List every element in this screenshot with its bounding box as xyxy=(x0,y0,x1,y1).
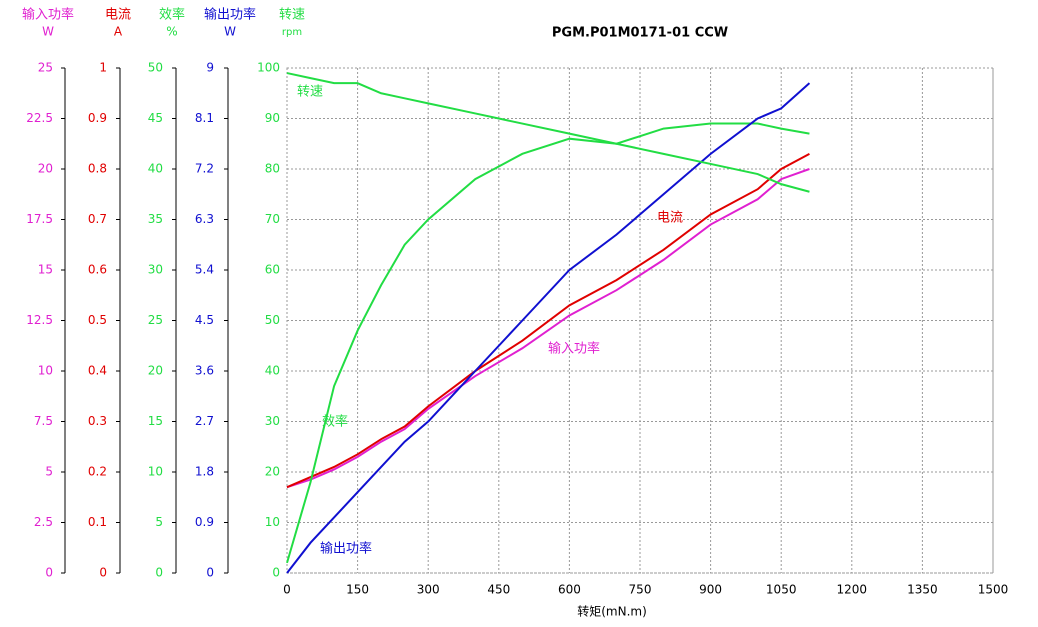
y-tick-label: 80 xyxy=(265,162,280,176)
x-tick-label: 1050 xyxy=(766,583,797,597)
x-tick-label: 150 xyxy=(346,583,369,597)
series-line xyxy=(286,122,810,564)
y-tick-label: 0.6 xyxy=(88,263,107,277)
axis-unit: A xyxy=(114,25,123,39)
y-tick-label: 50 xyxy=(148,61,163,75)
y-tick-label: 0.8 xyxy=(88,162,107,176)
y-tick-label: 2.7 xyxy=(195,414,214,428)
y-tick-label: 90 xyxy=(265,111,280,125)
x-tick-label: 600 xyxy=(558,583,581,597)
y-tick-label: 0.5 xyxy=(88,313,107,327)
y-tick-label: 9 xyxy=(206,61,214,75)
chart-title: PGM.P01M0171-01 CCW xyxy=(552,26,728,41)
y-tick-label: 5.4 xyxy=(195,263,214,277)
y-tick-label: 20 xyxy=(38,162,53,176)
x-tick-label: 0 xyxy=(283,583,291,597)
y-tick-label: 15 xyxy=(148,414,163,428)
y-tick-label: 0 xyxy=(45,566,53,580)
y-tick-label: 10 xyxy=(148,465,163,479)
y-tick-label: 6.3 xyxy=(195,212,214,226)
y-tick-label: 10 xyxy=(265,515,280,529)
y-tick-label: 7.5 xyxy=(34,414,53,428)
axis-unit: W xyxy=(42,25,54,39)
x-tick-label: 900 xyxy=(699,583,722,597)
axis-unit: % xyxy=(166,25,177,39)
series-label: 电流 xyxy=(657,211,683,226)
y-tick-label: 0 xyxy=(206,566,214,580)
x-tick-label: 1200 xyxy=(837,583,868,597)
y-tick-label: 30 xyxy=(148,263,163,277)
series-label: 输出功率 xyxy=(320,541,372,557)
y-tick-label: 8.1 xyxy=(195,111,214,125)
series-label: 转速 xyxy=(297,85,323,100)
y-tick-label: 40 xyxy=(148,162,163,176)
y-tick-label: 0 xyxy=(272,566,280,580)
y-tick-label: 22.5 xyxy=(26,111,53,125)
series-label: 效率 xyxy=(322,414,348,430)
y-tick-label: 25 xyxy=(38,61,53,75)
y-tick-label: 0.1 xyxy=(88,515,107,529)
y-tick-label: 100 xyxy=(257,61,280,75)
y-tick-label: 5 xyxy=(45,465,53,479)
y-tick-label: 5 xyxy=(155,515,163,529)
series-line xyxy=(286,152,810,489)
y-tick-label: 0.2 xyxy=(88,465,107,479)
x-tick-label: 750 xyxy=(629,583,652,597)
y-tick-label: 2.5 xyxy=(34,515,53,529)
y-tick-label: 60 xyxy=(265,263,280,277)
series-label: 输入功率 xyxy=(548,341,600,357)
y-tick-label: 1.8 xyxy=(195,465,214,479)
y-tick-label: 45 xyxy=(148,111,163,125)
series-line xyxy=(286,168,810,489)
y-tick-label: 20 xyxy=(265,465,280,479)
axis-name: 效率 xyxy=(159,7,185,23)
y-tick-label: 4.5 xyxy=(195,313,214,327)
y-tick-label: 0.3 xyxy=(88,414,107,428)
x-axis-label: 转矩(mN.m) xyxy=(577,604,647,619)
y-tick-label: 12.5 xyxy=(26,313,53,327)
y-tick-label: 1 xyxy=(99,61,107,75)
y-tick-label: 0.7 xyxy=(88,212,107,226)
axis-unit: W xyxy=(224,25,236,39)
y-tick-label: 70 xyxy=(265,212,280,226)
y-tick-label: 0.9 xyxy=(88,111,107,125)
y-tick-label: 0 xyxy=(155,566,163,580)
y-tick-label: 20 xyxy=(148,364,163,378)
y-tick-label: 0.9 xyxy=(195,515,214,529)
x-tick-label: 1350 xyxy=(907,583,938,597)
y-tick-label: 0 xyxy=(99,566,107,580)
x-tick-label: 450 xyxy=(487,583,510,597)
x-tick-label: 1500 xyxy=(978,583,1009,597)
y-tick-label: 30 xyxy=(265,414,280,428)
axis-unit: rpm xyxy=(282,27,302,38)
axis-name: 电流 xyxy=(105,8,131,23)
axis-name: 输出功率 xyxy=(204,7,256,23)
axis-name: 输入功率 xyxy=(22,7,74,23)
x-tick-label: 300 xyxy=(417,583,440,597)
y-tick-label: 35 xyxy=(148,212,163,226)
series-line xyxy=(286,82,811,574)
axis-name: 转速 xyxy=(279,8,305,23)
y-tick-label: 40 xyxy=(265,364,280,378)
y-tick-label: 25 xyxy=(148,313,163,327)
y-tick-label: 50 xyxy=(265,313,280,327)
y-tick-label: 0.4 xyxy=(88,364,107,378)
y-tick-label: 3.6 xyxy=(195,364,214,378)
y-tick-label: 10 xyxy=(38,364,53,378)
series-line xyxy=(286,72,810,193)
y-tick-label: 7.2 xyxy=(195,162,214,176)
y-tick-label: 17.5 xyxy=(26,212,53,226)
y-tick-label: 15 xyxy=(38,263,53,277)
